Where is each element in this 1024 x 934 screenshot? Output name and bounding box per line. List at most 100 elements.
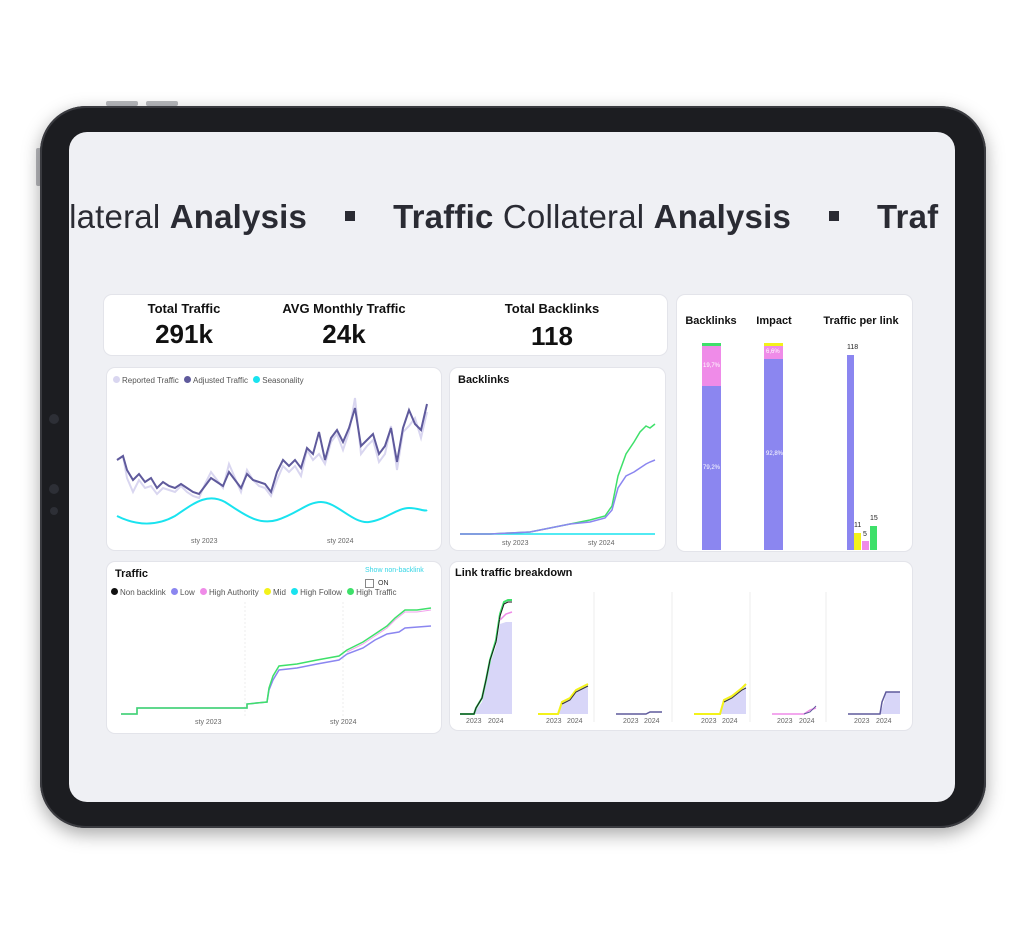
- impact-bar-purple[interactable]: [764, 359, 783, 550]
- kpi-value-total-traffic: 291k: [155, 319, 213, 349]
- legend-dot-icon: [199, 588, 207, 596]
- traffic-legend: Non backlink Low High Authority Mid High…: [111, 588, 399, 597]
- link-metrics-card: Backlinks Impact Traffic per link 19,7% …: [677, 295, 912, 551]
- banner-segment: Traffic Collateral Analysis: [393, 198, 791, 235]
- panel-line-yellow: [538, 683, 589, 715]
- legend-item[interactable]: Adjusted Traffic: [184, 376, 248, 385]
- x-tick-label: sty 2023: [191, 538, 218, 545]
- year-tick-label: 2023: [623, 718, 639, 725]
- year-tick-label: 2024: [567, 718, 583, 725]
- toggle-on-label: ON: [378, 580, 389, 587]
- legend-dot-icon: [111, 588, 118, 596]
- legend-dot-icon: [264, 588, 272, 596]
- legend-dot-icon: [347, 588, 355, 596]
- separator-square-icon: [345, 211, 356, 222]
- link-breakdown-small-multiples[interactable]: [450, 562, 912, 730]
- column-title-backlinks: Backlinks: [685, 315, 737, 327]
- traffic-per-link-value: 5: [863, 531, 867, 538]
- x-tick-label: sty 2024: [588, 540, 615, 547]
- panel-line-pink: [499, 611, 513, 621]
- legend-item[interactable]: High Traffic: [347, 588, 396, 597]
- year-tick-label: 2024: [799, 718, 815, 725]
- backlinks-bar-purple[interactable]: [702, 386, 721, 550]
- panel-line-yellow: [694, 683, 747, 715]
- legend-dot-icon: [253, 376, 261, 384]
- kpi-label-total-backlinks: Total Backlinks: [504, 301, 600, 316]
- volume-button-top: [106, 101, 138, 106]
- traffic-trend-legend: Reported Traffic Adjusted Traffic Season…: [113, 376, 307, 385]
- backlinks-pink-pct: 19,7%: [703, 363, 721, 369]
- legend-item[interactable]: High Follow: [291, 588, 342, 597]
- legend-dot-icon: [171, 588, 179, 596]
- x-tick-label: sty 2023: [195, 719, 222, 726]
- traffic-cumulative-plot[interactable]: [107, 562, 441, 733]
- impact-pink-pct: 6,6%: [766, 349, 780, 355]
- seasonality-line: [116, 497, 428, 525]
- traffic-card: Traffic Show non-backlink ON Non backlin…: [107, 562, 441, 733]
- traffic-per-link-bar-yellow[interactable]: [854, 533, 861, 550]
- backlinks-trend-card: Backlinks sty 2023 sty 2024: [450, 368, 665, 550]
- panel-line-dark: [561, 685, 589, 705]
- legend-dot-icon: [291, 588, 299, 596]
- year-tick-label: 2024: [876, 718, 892, 725]
- legend-item[interactable]: Reported Traffic: [113, 376, 179, 385]
- kpi-label-total-traffic: Total Traffic: [147, 301, 221, 316]
- panel-line-dark: [723, 687, 747, 703]
- impact-bar-yellow[interactable]: [764, 343, 783, 346]
- link-breakdown-title: Link traffic breakdown: [455, 567, 573, 579]
- impact-main-pct: 92,8%: [766, 451, 784, 457]
- non-backlink-checkbox[interactable]: [365, 579, 374, 588]
- year-tick-label: 2024: [722, 718, 738, 725]
- column-title-impact: Impact: [756, 315, 792, 327]
- panel-area: [880, 692, 900, 714]
- backlinks-trend-plot[interactable]: [450, 368, 665, 550]
- kpi-value-total-backlinks: 118: [531, 321, 573, 351]
- x-tick-label: sty 2024: [327, 538, 354, 545]
- year-tick-label: 2023: [854, 718, 870, 725]
- backlinks-main-pct: 79,2%: [703, 465, 721, 471]
- title-banner: ollateral Analysis Traffic Collateral Ana…: [69, 198, 938, 236]
- traffic-green-line: [121, 607, 432, 715]
- year-tick-label: 2024: [644, 718, 660, 725]
- kpi-value-avg-monthly: 24k: [322, 319, 366, 349]
- kpi-card: Total Traffic 291k AVG Monthly Traffic 2…: [104, 295, 667, 355]
- legend-item[interactable]: Mid: [264, 588, 286, 597]
- legend-dot-icon: [113, 376, 120, 384]
- screen: ollateral Analysis Traffic Collateral Ana…: [69, 132, 955, 802]
- reported-traffic-line: [116, 397, 428, 500]
- year-tick-label: 2023: [701, 718, 717, 725]
- column-title-traffic-per-link: Traffic per link: [823, 315, 899, 327]
- volume-button-bottom: [146, 101, 178, 106]
- banner-segment: ollateral Analysis: [69, 198, 308, 235]
- legend-item[interactable]: High Authority: [199, 588, 259, 597]
- backlinks-purple-line: [460, 459, 656, 535]
- traffic-pink-line: [346, 609, 432, 653]
- panel-area: [460, 622, 512, 714]
- backlinks-bar-pink[interactable]: [702, 346, 721, 386]
- x-tick-label: sty 2024: [330, 719, 357, 726]
- traffic-per-link-bar-pink[interactable]: [862, 541, 869, 550]
- panel-line-purple: [848, 691, 900, 715]
- panel-line-dark: [460, 601, 512, 715]
- side-button: [36, 148, 41, 186]
- impact-bar-pink[interactable]: [764, 346, 783, 359]
- legend-item[interactable]: Seasonality: [253, 376, 304, 385]
- year-tick-label: 2024: [488, 718, 504, 725]
- year-tick-label: 2023: [466, 718, 482, 725]
- traffic-per-link-bar-purple[interactable]: [847, 355, 854, 550]
- kpi-label-avg-monthly: AVG Monthly Traffic: [282, 301, 406, 316]
- traffic-per-link-value: 15: [870, 515, 878, 522]
- backlinks-bar-green[interactable]: [702, 343, 721, 346]
- backlinks-green-line: [460, 423, 656, 535]
- legend-item[interactable]: Low: [171, 588, 195, 597]
- legend-item[interactable]: Non backlink: [111, 588, 166, 597]
- traffic-per-link-value: 11: [854, 522, 862, 529]
- show-non-backlink-link[interactable]: Show non-backlink: [365, 567, 424, 574]
- camera-dot: [50, 507, 58, 515]
- link-traffic-breakdown-card: Link traffic breakdown: [450, 562, 912, 730]
- traffic-per-link-value: 118: [847, 344, 859, 351]
- traffic-per-link-bar-green[interactable]: [870, 526, 877, 550]
- traffic-trend-card: Reported Traffic Adjusted Traffic Season…: [107, 368, 441, 550]
- banner-segment: Traf: [877, 198, 939, 235]
- traffic-trend-plot[interactable]: [107, 368, 441, 550]
